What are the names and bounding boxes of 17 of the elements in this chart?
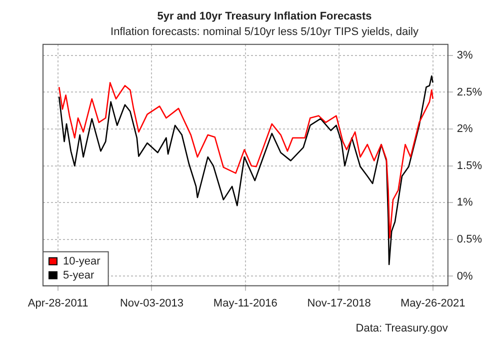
- y-tick-label: 2%: [456, 123, 474, 136]
- x-tick-label: Nov-03-2013: [120, 297, 184, 310]
- legend-label: 10-year: [63, 255, 101, 268]
- y-tick-label: 1.5%: [456, 160, 482, 172]
- chart-subtitle: Inflation forecasts: nominal 5/10yr less 5/10yr TIPS yields, daily: [110, 26, 419, 38]
- x-tick-label: May-26-2021: [400, 297, 466, 310]
- y-tick-label: 1%: [456, 196, 474, 209]
- y-tick-label: 2.5%: [456, 86, 482, 98]
- x-tick-label: May-11-2016: [213, 297, 278, 310]
- y-tick-label: 0.5%: [456, 233, 482, 246]
- y-tick-label: 3%: [456, 49, 474, 62]
- y-tick-label: 0%: [456, 270, 474, 282]
- legend-label: 5-year: [63, 269, 95, 282]
- text: Data: Treasury.gov: [356, 322, 448, 335]
- x-tick-label: Nov-17-2018: [307, 297, 371, 310]
- x-tick-label: Apr-28-2011: [28, 297, 88, 310]
- chart-title: 5yr and 10yr Treasury Inflation Forecasts: [157, 10, 372, 23]
